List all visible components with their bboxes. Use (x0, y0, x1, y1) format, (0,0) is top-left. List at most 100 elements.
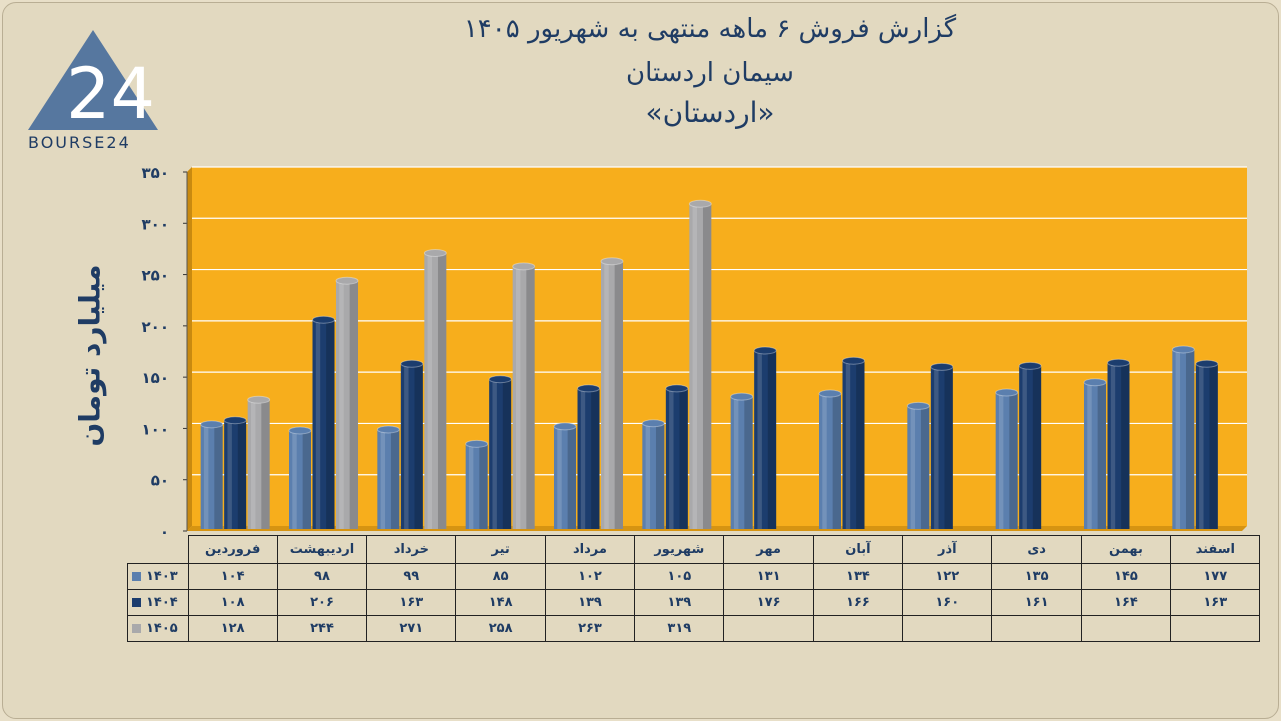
table-cell: ۱۷۶ (723, 589, 814, 616)
table-category-header: مهر (723, 535, 814, 564)
bar-۱۴۰۳-0 (200, 420, 224, 529)
logo-text: BOURSE24 (28, 133, 131, 152)
y-tick-label: ۱۵۰ (142, 369, 169, 387)
company-name: سیمان اردستان (626, 58, 794, 88)
table-cell: ۱۳۹ (544, 589, 636, 616)
bar-۱۴۰۳-8 (906, 401, 930, 529)
table-cell: ۱۶۳ (1170, 589, 1261, 616)
table-cell (1170, 615, 1261, 642)
table-row: ۱۴۰۳ ۱۰۴ ۹۸ ۹۹ ۸۵ ۱۰۲ ۱۰۵ ۱۳۱ ۱۳۴ ۱۲۲ ۱۳۵ ۱۴۵ ۱۷۷ (127, 563, 1261, 590)
table-cell: ۱۲۸ (187, 615, 278, 642)
bar-۱۴۰۳-9 (995, 388, 1019, 529)
table-cell (991, 615, 1082, 642)
table-cell (812, 615, 904, 642)
table-row: ۱۴۰۴ ۱۰۸ ۲۰۶ ۱۶۳ ۱۴۸ ۱۳۹ ۱۳۹ ۱۷۶ ۱۶۶ ۱۶۰ ۱۶۱ ۱۶۴ ۱۶۳ (127, 589, 1261, 616)
y-tick-label: ۲۰۰ (142, 318, 169, 336)
table-cell: ۹۸ (276, 563, 368, 590)
bar-۱۴۰۵-3 (512, 262, 536, 529)
table-cell: ۱۰۸ (187, 589, 278, 616)
table-corner (127, 535, 189, 564)
bar-۱۴۰۴-10 (1107, 358, 1130, 529)
plot-area (192, 167, 1247, 526)
bar-۱۴۰۴-7 (842, 356, 865, 529)
bar-۱۴۰۳-6 (730, 392, 754, 529)
table-cell: ۱۰۵ (634, 563, 725, 590)
table-cell: ۱۶۰ (902, 589, 993, 616)
table-cell: ۸۵ (455, 563, 546, 590)
legend-entry: ۱۴۰۵ (127, 615, 189, 642)
table-category-header: تیر (455, 535, 546, 564)
ticker-name: «اردستان» (645, 96, 775, 129)
table-cell: ۲۷۱ (366, 615, 457, 642)
bar-۱۴۰۵-1 (335, 276, 359, 529)
table-category-header: بهمن (1080, 535, 1172, 564)
table-category-header: آذر (902, 535, 993, 564)
table-cell: ۱۰۲ (544, 563, 636, 590)
legend-swatch (132, 598, 141, 607)
legend-swatch (132, 572, 141, 581)
table-category-header: آبان (812, 535, 904, 564)
bar-۱۴۰۳-11 (1171, 345, 1195, 529)
bar-۱۴۰۴-5 (665, 384, 689, 529)
plot-floor (187, 526, 1247, 531)
bar-۱۴۰۴-4 (577, 384, 600, 529)
table-category-header: دی (991, 535, 1082, 564)
bar-۱۴۰۵-0 (247, 395, 271, 529)
y-tick-label: ۳۵۰ (142, 164, 169, 182)
table-cell: ۱۶۱ (991, 589, 1082, 616)
table-cell: ۱۳۱ (723, 563, 814, 590)
table-cell: ۹۹ (366, 563, 457, 590)
legend-label: ۱۴۰۳ (146, 569, 178, 584)
bar-۱۴۰۴-1 (312, 315, 335, 529)
data-table: فروردین اردیبهشت خرداد تیر مرداد شهریور مهر آبا… (127, 535, 1261, 642)
bar-۱۴۰۴-8 (930, 362, 954, 529)
table-cell: ۱۴۸ (455, 589, 546, 616)
table-cell: ۲۴۴ (276, 615, 368, 642)
bar-۱۴۰۵-2 (423, 249, 447, 529)
y-tick-label: ۳۰۰ (142, 215, 169, 233)
bar-۱۴۰۳-2 (376, 425, 400, 529)
y-tick-label: ۵۰ (151, 472, 169, 490)
table-category-header: فروردین (187, 535, 278, 564)
y-tick-label: ۲۵۰ (142, 267, 169, 285)
table-cell: ۱۰۴ (187, 563, 278, 590)
table-cell: ۱۲۲ (902, 563, 993, 590)
table-cell: ۱۳۵ (991, 563, 1082, 590)
legend-label: ۱۴۰۵ (146, 621, 178, 636)
table-category-header: اردیبهشت (276, 535, 368, 564)
y-tick-label: ۰ (160, 523, 169, 541)
table-row: ۱۴۰۵ ۱۲۸ ۲۴۴ ۲۷۱ ۲۵۸ ۲۶۳ ۳۱۹ (127, 615, 1261, 642)
bar-۱۴۰۵-4 (600, 257, 624, 529)
table-cell: ۲۶۳ (544, 615, 636, 642)
bar-۱۴۰۳-7 (818, 389, 842, 529)
bar-۱۴۰۳-4 (553, 422, 577, 529)
table-cell: ۱۴۵ (1080, 563, 1172, 590)
table-cell: ۲۰۶ (276, 589, 368, 616)
table-cell: ۱۶۶ (812, 589, 904, 616)
legend-swatch (132, 624, 141, 633)
logo-mark: 24 (66, 53, 155, 135)
bar-۱۴۰۴-6 (753, 346, 777, 529)
table-cell: ۱۳۴ (812, 563, 904, 590)
bar-۱۴۰۴-11 (1195, 359, 1219, 529)
table-cell: ۱۳۹ (634, 589, 725, 616)
table-category-header: خرداد (366, 535, 457, 564)
y-tick-label: ۱۰۰ (142, 420, 169, 438)
table-cell: ۱۶۳ (366, 589, 457, 616)
bar-۱۴۰۴-3 (488, 375, 512, 529)
bar-۱۴۰۳-1 (288, 426, 312, 529)
table-category-header: مرداد (544, 535, 636, 564)
table-cell: ۳۱۹ (634, 615, 725, 642)
bourse24-logo: 24 (28, 30, 158, 135)
chart-title: گزارش فروش ۶ ماهه منتهی به شهریور ۱۴۰۵ (463, 14, 957, 44)
table-category-header: اسفند (1170, 535, 1261, 564)
bar-۱۴۰۳-3 (465, 439, 489, 529)
table-category-header: شهریور (634, 535, 725, 564)
bar-۱۴۰۴-0 (223, 416, 247, 529)
plot-side-wall (187, 167, 192, 531)
table-cell (1080, 615, 1172, 642)
legend-label: ۱۴۰۴ (146, 595, 178, 610)
table-cell: ۱۶۴ (1080, 589, 1172, 616)
bar-۱۴۰۴-9 (1018, 361, 1042, 529)
